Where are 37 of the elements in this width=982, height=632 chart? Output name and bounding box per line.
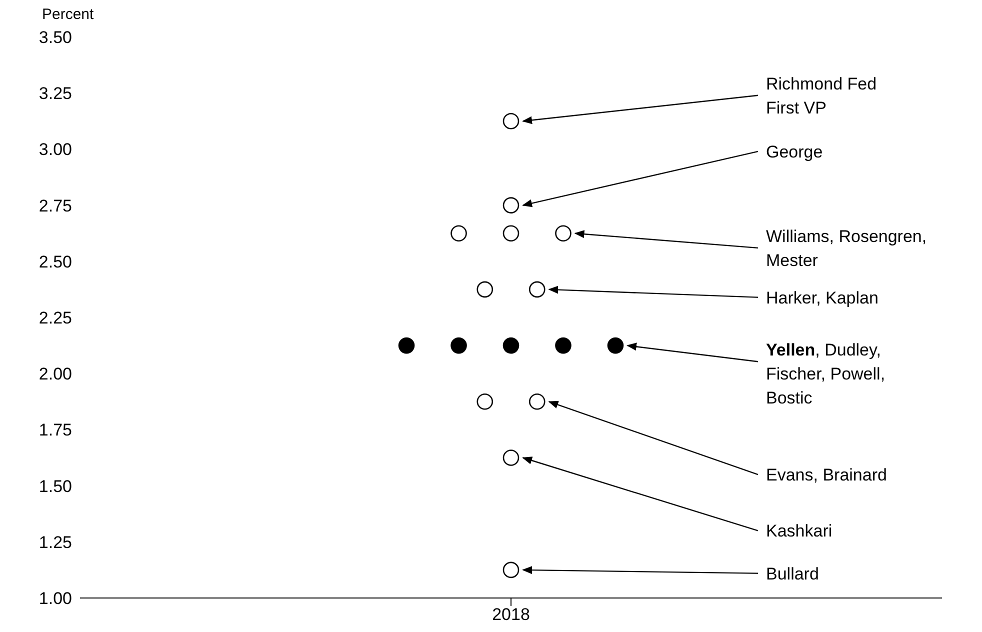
y-tick-label: 1.25 bbox=[38, 532, 72, 552]
point bbox=[502, 562, 520, 578]
point bbox=[528, 281, 546, 298]
point bbox=[607, 337, 624, 354]
annotation: Harker, Kaplan bbox=[766, 288, 878, 308]
point bbox=[450, 337, 467, 354]
y-tick-label: 2.50 bbox=[38, 252, 72, 272]
point bbox=[502, 450, 520, 466]
y-tick-label: 1.75 bbox=[38, 420, 72, 440]
point bbox=[502, 113, 520, 130]
annotation: Kashkari bbox=[766, 522, 832, 541]
point bbox=[450, 225, 467, 242]
x-tick-label: 2018 bbox=[492, 605, 530, 624]
point bbox=[476, 394, 494, 410]
point bbox=[502, 337, 520, 354]
y-tick-label: 1.50 bbox=[38, 476, 72, 496]
point bbox=[555, 225, 572, 242]
y-axis-title: Percent bbox=[42, 6, 94, 23]
y-tick-label: 2.25 bbox=[38, 308, 72, 328]
point bbox=[476, 281, 494, 298]
annotation: Evans, Brainard bbox=[766, 466, 887, 485]
annotation: George bbox=[766, 142, 823, 162]
point bbox=[398, 337, 415, 354]
annotation: Richmond Fed First VP bbox=[766, 74, 877, 118]
point bbox=[528, 394, 546, 410]
point bbox=[502, 225, 520, 242]
y-tick-label: 1.00 bbox=[38, 589, 72, 608]
y-tick-label: 2.75 bbox=[38, 196, 72, 216]
y-tick-label: 3.25 bbox=[38, 84, 72, 104]
annotation: Bullard bbox=[766, 564, 819, 584]
point bbox=[502, 197, 520, 214]
y-tick-label: 3.00 bbox=[38, 140, 72, 160]
annotation: Yellen, Dudley, Fischer, Powell, Bostic bbox=[766, 340, 886, 408]
point bbox=[555, 337, 572, 354]
y-tick-label: 2.00 bbox=[38, 364, 72, 384]
annotation: Williams, Rosengren, Mester bbox=[766, 226, 927, 270]
y-tick-label: 3.50 bbox=[38, 28, 72, 48]
